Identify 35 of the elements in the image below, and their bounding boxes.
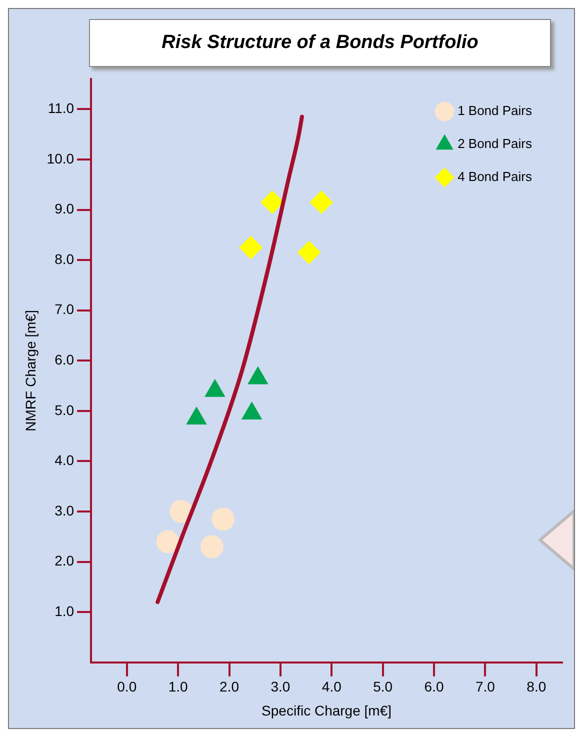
- x-tick-label: 2.0: [220, 678, 240, 695]
- y-tick-label: 9.0: [54, 200, 74, 217]
- point: [170, 500, 193, 524]
- x-tick-label: 6.0: [424, 678, 444, 695]
- y-axis-title: NMRF Charge [m€]: [22, 310, 38, 432]
- x-tick-label: 1.0: [168, 678, 188, 695]
- y-tick-label: 4.0: [54, 452, 74, 468]
- line-series: [156, 114, 304, 604]
- point: [260, 190, 284, 214]
- point: [310, 190, 333, 214]
- y-tick-label: 6.0: [54, 352, 74, 368]
- point: [239, 236, 262, 259]
- y-tick-label: 2.0: [54, 552, 74, 569]
- legend-label: 2 Bond Pairs: [458, 136, 532, 152]
- x-tick-label: 3.0: [270, 678, 290, 695]
- point: [212, 508, 235, 531]
- point: [156, 530, 180, 554]
- y-tick-label: 8.0: [54, 250, 74, 267]
- y-tick-label: 7.0: [54, 301, 74, 318]
- y-tick-label: 3.0: [54, 502, 74, 518]
- point: [298, 241, 321, 264]
- legend-label: 4 Bond Pairs: [458, 169, 532, 184]
- x-tick-label: 8.0: [526, 678, 546, 695]
- y-tick-label: 11.0: [48, 100, 74, 116]
- y-tick-label: 5.0: [54, 402, 74, 418]
- chart-title: Risk Structure of a Bonds Portfolio: [89, 19, 551, 67]
- x-tick-label: 0.0: [117, 678, 137, 695]
- x-tick-label: 5.0: [373, 678, 393, 695]
- x-tick-label: 4.0: [322, 678, 342, 695]
- x-tick-label: 7.0: [475, 678, 496, 695]
- y-tick-label: 10.0: [46, 150, 74, 166]
- legend-label: 1 Bond Pairs: [458, 103, 532, 118]
- x-axis-title: Specific Charge [m€]: [262, 702, 392, 718]
- point: [200, 535, 224, 558]
- y-tick-label: 1.0: [54, 602, 74, 619]
